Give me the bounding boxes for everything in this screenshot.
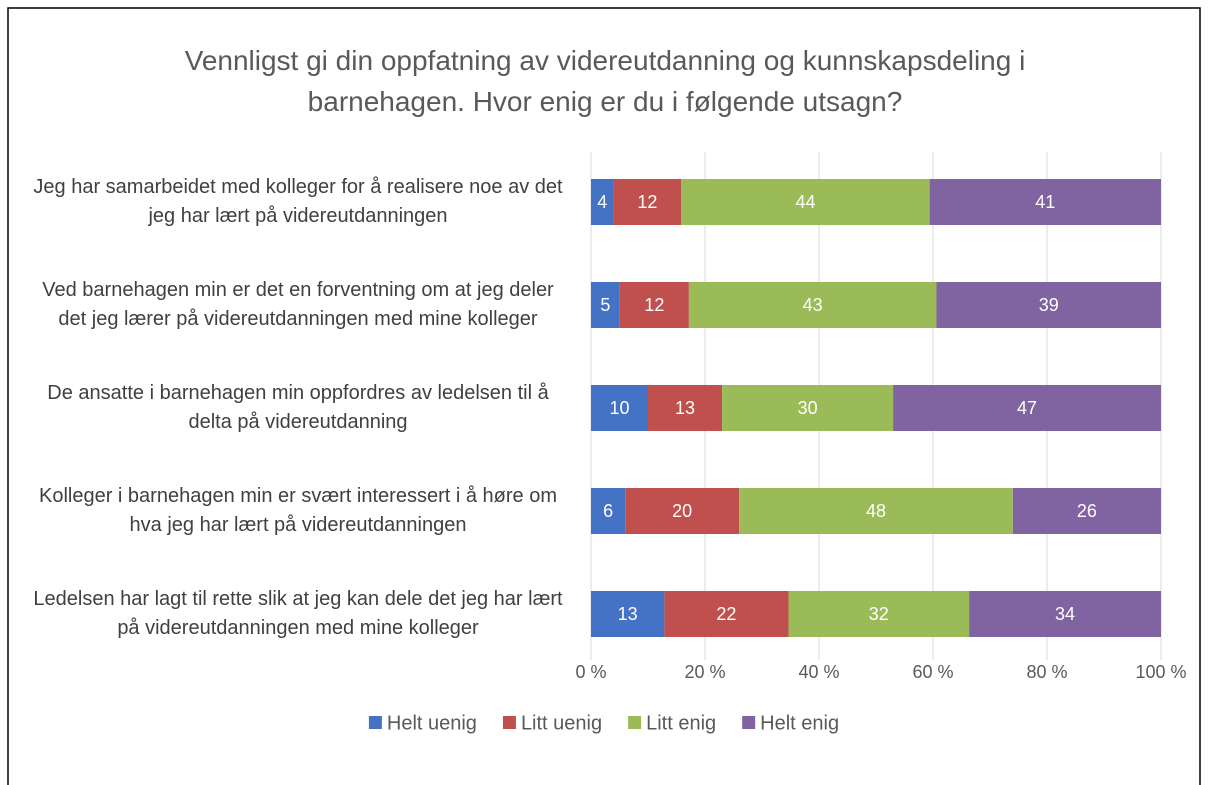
- data-label: 39: [1039, 295, 1059, 315]
- legend-swatch: [742, 716, 756, 729]
- category-label: Jeg har samarbeidet med kolleger for å r…: [33, 176, 563, 227]
- data-label: 44: [795, 192, 815, 212]
- x-tick-label: 20 %: [684, 662, 725, 682]
- bar-segment: [625, 488, 740, 534]
- legend-label: Litt enig: [646, 712, 716, 734]
- chart-title: Vennligst gi din oppfatning av videreutd…: [184, 45, 1026, 117]
- data-label: 20: [672, 501, 692, 521]
- category-label: Kolleger i barnehagen min er svært inter…: [38, 485, 557, 536]
- legend-swatch: [628, 716, 642, 729]
- data-label: 41: [1035, 192, 1055, 212]
- bar-segment: [648, 385, 723, 431]
- x-tick-label: 40 %: [798, 662, 839, 682]
- legend-label: Helt uenig: [387, 712, 477, 734]
- bar-segment: [619, 282, 689, 328]
- data-label: 12: [644, 295, 664, 315]
- data-label: 5: [600, 295, 610, 315]
- bar-segment: [969, 591, 1161, 637]
- bar-segment: [591, 282, 620, 328]
- data-label: 10: [609, 398, 629, 418]
- bar-segment: [893, 385, 1161, 431]
- data-label: 48: [866, 501, 886, 521]
- x-tick-label: 80 %: [1026, 662, 1067, 682]
- bar-segment: [681, 179, 930, 225]
- data-label: 30: [798, 398, 818, 418]
- category-label: Ved barnehagen min er det en forventning…: [42, 279, 554, 330]
- bar-segment: [591, 179, 614, 225]
- bar-segment: [591, 488, 626, 534]
- data-label: 22: [716, 604, 736, 624]
- bar-segment: [591, 385, 648, 431]
- legend-label: Helt enig: [760, 712, 839, 734]
- bar-segment: [722, 385, 894, 431]
- bar-segment: [739, 488, 1013, 534]
- bar-segment: [1012, 488, 1161, 534]
- bar-segment: [591, 591, 665, 637]
- data-label: 32: [869, 604, 889, 624]
- data-label: 13: [618, 604, 638, 624]
- frame: [7, 7, 1201, 785]
- category-label: De ansatte i barnehagen min oppfordres a…: [47, 382, 549, 433]
- data-label: 12: [637, 192, 657, 212]
- legend-swatch: [502, 716, 516, 729]
- data-label: 26: [1077, 501, 1097, 521]
- category-label: Ledelsen har lagt til rette slik at jeg …: [33, 588, 563, 639]
- data-label: 34: [1055, 604, 1075, 624]
- data-label: 4: [597, 192, 607, 212]
- data-label: 47: [1017, 398, 1037, 418]
- x-tick-label: 0 %: [575, 662, 606, 682]
- data-label: 43: [803, 295, 823, 315]
- bar-segment: [688, 282, 937, 328]
- data-label: 13: [675, 398, 695, 418]
- bar-segment: [929, 179, 1161, 225]
- bar-segment: [936, 282, 1161, 328]
- data-label: 6: [603, 501, 613, 521]
- legend-swatch: [368, 716, 382, 729]
- legend-label: Litt uenig: [521, 712, 602, 734]
- bar-segment: [664, 591, 789, 637]
- bar-segment: [613, 179, 682, 225]
- x-tick-label: 60 %: [912, 662, 953, 682]
- x-tick-label: 100 %: [1135, 662, 1186, 682]
- bar-segment: [788, 591, 970, 637]
